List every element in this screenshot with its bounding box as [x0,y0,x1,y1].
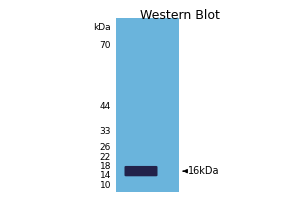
Text: 33: 33 [100,127,111,136]
Text: 16kDa: 16kDa [188,166,219,176]
Text: 44: 44 [100,102,111,111]
Text: 22: 22 [100,153,111,162]
Text: 26: 26 [100,143,111,152]
Bar [116,18,178,192]
Text: 10: 10 [100,181,111,190]
Text: 14: 14 [100,171,111,180]
Text: Western Blot: Western Blot [140,9,220,22]
FancyBboxPatch shape [124,166,158,176]
Text: 70: 70 [100,41,111,50]
Text: 18: 18 [100,162,111,171]
Text: kDa: kDa [93,23,111,32]
